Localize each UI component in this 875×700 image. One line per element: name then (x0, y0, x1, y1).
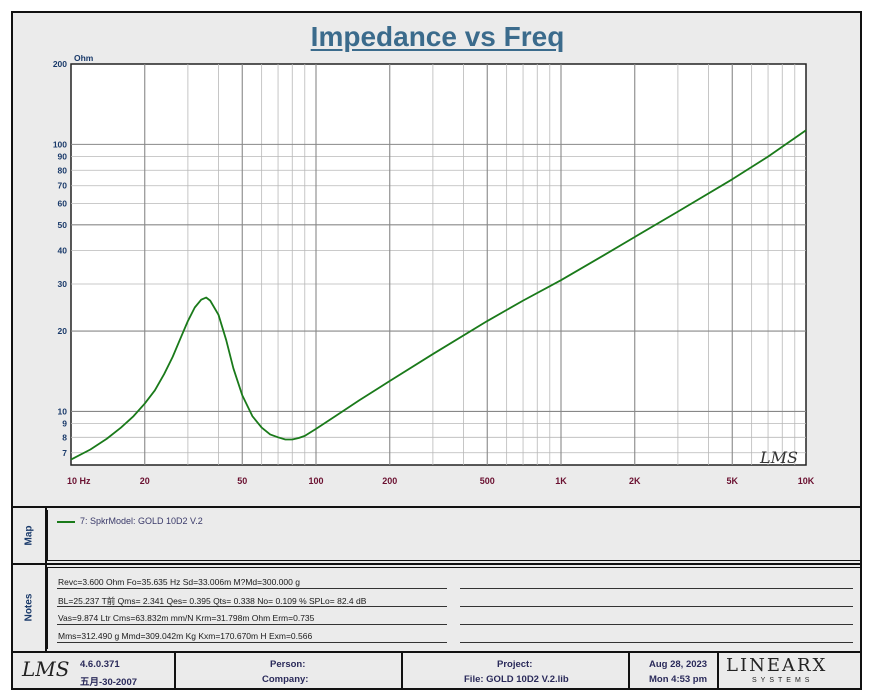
footer-date: Aug 28, 2023 (649, 659, 708, 670)
y-tick-label: 20 (58, 326, 68, 336)
x-tick-label: 20 (140, 476, 150, 486)
y-tick-label: 7 (62, 448, 67, 458)
note-rule-2b (460, 606, 853, 607)
divider-map-bottom (13, 563, 860, 565)
footer-brand-logo: LINEARX SYSTEMS (722, 655, 858, 688)
y-tick-label: 10 (58, 406, 68, 416)
chart-title: Impedance vs Freq (310, 21, 565, 52)
y-tick-label: 30 (58, 279, 68, 289)
y-axis-label: Ohm (74, 53, 94, 63)
x-tick-label: 50 (237, 476, 247, 486)
y-tick-label: 40 (58, 246, 68, 256)
brand-subtitle: SYSTEMS (752, 677, 814, 684)
y-tick-label: 60 (58, 199, 68, 209)
x-tick-label: 2K (629, 476, 641, 486)
note-rule-3a (57, 624, 447, 625)
footer-time: Mon 4:53 pm (649, 674, 708, 685)
notes-section-label: Notes (23, 593, 35, 622)
divider-sidebar (45, 508, 47, 651)
footer-lms-logo: LMS (22, 657, 70, 681)
legend-swatch (57, 521, 75, 523)
y-tick-label: 9 (62, 419, 67, 429)
y-tick-label: 90 (58, 152, 68, 162)
grid-minor (71, 64, 806, 465)
notes-box (47, 567, 860, 649)
y-tick-label: 100 (53, 139, 67, 149)
note-rule-4b (460, 642, 853, 643)
x-tick-label: 1K (555, 476, 567, 486)
divider-chart-bottom (13, 506, 860, 508)
footer-person-label: Person: (270, 659, 306, 670)
y-tick-label: 200 (53, 59, 67, 69)
y-tick-label: 8 (62, 432, 67, 442)
footer-version-date: 五月-30-2007 (80, 677, 138, 688)
series-layer (70, 129, 807, 461)
x-tick-label: 200 (382, 476, 397, 486)
lms-watermark: LMS (759, 448, 798, 467)
note-line-1: Revc=3.600 Ohm Fo=35.635 Hz Sd=33.006m M… (58, 577, 300, 587)
note-rule-3b (460, 624, 853, 625)
footer-version: 4.6.0.371 (80, 659, 120, 670)
x-tick-label: 500 (480, 476, 495, 486)
footer-divider-1 (174, 653, 176, 690)
note-rule-2a (57, 606, 447, 607)
note-rule-4a (57, 642, 447, 643)
x-tick-label: 10K (798, 476, 815, 486)
legend-entry: 7: SpkrModel: GOLD 10D2 V.2 (80, 516, 203, 526)
brand-name: LINEARX (726, 655, 828, 676)
x-tick-label: 5K (726, 476, 738, 486)
divider-notes-bottom (13, 651, 860, 653)
series-line (70, 129, 807, 461)
note-line-3: Vas=9.874 Ltr Cms=63.832m mm/N Krm=31.79… (58, 613, 315, 623)
y-tick-label: 70 (58, 181, 68, 191)
footer-divider-4 (717, 653, 719, 690)
map-section-label: Map (23, 525, 35, 546)
grid-major (71, 64, 806, 465)
footer-divider-3 (628, 653, 630, 690)
y-tick-labels: 7 8 9 10 20 30 40 50 60 70 80 90 100 200 (53, 59, 67, 458)
note-line-4: Mms=312.490 g Mmd=309.042m Kg Kxm=170.67… (58, 631, 313, 641)
y-tick-label: 80 (58, 165, 68, 175)
note-rule-1b (460, 588, 853, 589)
x-tick-label: 100 (308, 476, 323, 486)
footer-company-label: Company: (262, 674, 309, 685)
note-rule-1a (57, 588, 447, 589)
footer-project-label: Project: (497, 659, 533, 670)
note-line-2: BL=25.237 T前 Qms= 2.341 Qes= 0.395 Qts= … (58, 596, 367, 606)
footer-divider-2 (401, 653, 403, 690)
y-tick-label: 50 (58, 220, 68, 230)
x-tick-labels: 10 Hz 20 50 100 200 500 1K 2K 5K 10K (67, 476, 815, 486)
map-box (47, 510, 860, 561)
footer-file-label: File: GOLD 10D2 V.2.lib (464, 674, 569, 685)
plot-area (70, 63, 807, 466)
x-tick-label: 10 Hz (67, 476, 91, 486)
